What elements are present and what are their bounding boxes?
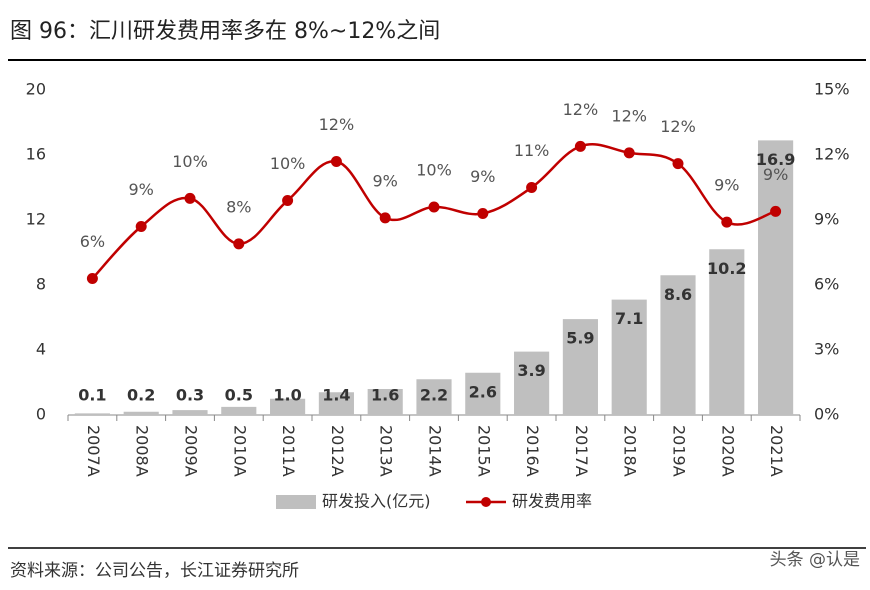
- line-point: [721, 216, 733, 228]
- bar: [270, 398, 306, 415]
- line-point: [135, 221, 147, 232]
- line-label: 10%: [416, 161, 452, 180]
- bar: [172, 410, 208, 415]
- line-label: 9%: [129, 180, 154, 199]
- bar-label: 1.0: [273, 386, 301, 405]
- y-tick-label: 12: [26, 210, 46, 229]
- source: 资料来源：公司公告，长江证券研究所: [10, 561, 299, 581]
- line-label: 12%: [611, 106, 647, 125]
- x-tick-label: 2014A: [426, 425, 445, 477]
- bar: [123, 411, 159, 415]
- bar: [514, 351, 550, 415]
- line-point: [526, 182, 538, 193]
- bar-label: 0.3: [176, 386, 204, 405]
- x-tick-label: 2016A: [523, 425, 542, 477]
- y2-tick-label: 9%: [814, 210, 839, 229]
- y-tick-label: 8: [36, 275, 46, 294]
- bar-label: 2.2: [420, 386, 448, 405]
- line-label: 12%: [319, 115, 355, 134]
- x-tick-label: 2011A: [279, 425, 298, 477]
- y-tick-label: 0: [36, 405, 46, 424]
- line-point: [184, 192, 196, 204]
- line-label: 8%: [226, 197, 251, 216]
- x-tick-label: 2009A: [182, 425, 201, 477]
- line-point: [330, 156, 342, 167]
- line-point: [379, 212, 391, 224]
- legend-swatch: [481, 497, 491, 507]
- legend-label: 研发费用率: [512, 492, 592, 511]
- line-label: 9%: [470, 167, 495, 186]
- y2-tick-label: 6%: [814, 275, 839, 294]
- x-tick-label: 2008A: [133, 425, 152, 477]
- bar-label: 1.4: [322, 386, 350, 405]
- x-tick-label: 2012A: [328, 425, 347, 477]
- y2-tick-label: 12%: [814, 145, 850, 164]
- bar: [611, 299, 647, 415]
- bar-label: 8.6: [664, 285, 692, 304]
- x-tick-label: 2021A: [767, 425, 786, 477]
- line-point: [770, 205, 782, 217]
- bar-label: 0.2: [127, 386, 155, 405]
- bar: [562, 319, 598, 415]
- y2-tick-label: 15%: [814, 80, 850, 99]
- x-tick-label: 2007A: [84, 425, 103, 477]
- x-tick-label: 2013A: [377, 425, 396, 477]
- line-label: 9%: [373, 171, 398, 190]
- legend-swatch: [276, 495, 316, 509]
- x-tick-label: 2015A: [474, 425, 493, 477]
- bar: [367, 389, 403, 415]
- line-point: [233, 238, 245, 250]
- y2-tick-label: 0%: [814, 405, 839, 424]
- line-label: 6%: [80, 232, 105, 251]
- bar: [221, 406, 257, 415]
- line-label: 11%: [514, 141, 550, 160]
- bar-label: 2.6: [469, 382, 497, 401]
- y2-tick-label: 3%: [814, 340, 839, 359]
- x-tick-label: 2010A: [230, 425, 249, 477]
- line-label: 10%: [172, 152, 208, 171]
- bar-label: 10.2: [707, 259, 746, 278]
- bar: [709, 249, 745, 415]
- bar-label: 1.6: [371, 386, 399, 405]
- y-tick-label: 20: [26, 80, 46, 99]
- x-tick-label: 2018A: [621, 425, 640, 477]
- bar: [465, 372, 501, 415]
- bar: [660, 275, 696, 415]
- bar-label: 5.9: [566, 329, 594, 348]
- bar-label: 3.9: [517, 361, 545, 380]
- x-tick-label: 2017A: [572, 425, 591, 477]
- bar-label: 7.1: [615, 309, 643, 328]
- x-tick-label: 2019A: [670, 425, 689, 477]
- watermark: 头条 @认是: [770, 550, 860, 570]
- line-label: 9%: [763, 165, 788, 184]
- line-point: [672, 158, 684, 170]
- line-label: 12%: [563, 100, 599, 119]
- legend-label: 研发投入(亿元): [322, 492, 431, 511]
- line-point: [574, 140, 586, 152]
- x-tick-label: 2020A: [718, 425, 737, 477]
- line-label: 10%: [270, 154, 306, 173]
- line-label: 9%: [714, 176, 739, 195]
- bar: [758, 140, 794, 415]
- y-tick-label: 4: [36, 340, 46, 359]
- line-point: [428, 201, 440, 213]
- line-label: 12%: [660, 117, 696, 136]
- bar: [74, 413, 110, 415]
- bar-label: 16.9: [756, 150, 795, 169]
- bar-label: 0.5: [225, 386, 253, 405]
- chart-title: 图 96：汇川研发费用率多在 8%~12%之间: [10, 19, 440, 44]
- line-point: [477, 208, 489, 219]
- y-tick-label: 16: [26, 145, 46, 164]
- bar-label: 0.1: [78, 386, 106, 405]
- bar: [318, 392, 354, 415]
- line-point: [282, 195, 294, 206]
- line: [91, 143, 776, 280]
- line-point: [623, 147, 635, 159]
- bar: [416, 379, 452, 415]
- line-point: [86, 273, 98, 284]
